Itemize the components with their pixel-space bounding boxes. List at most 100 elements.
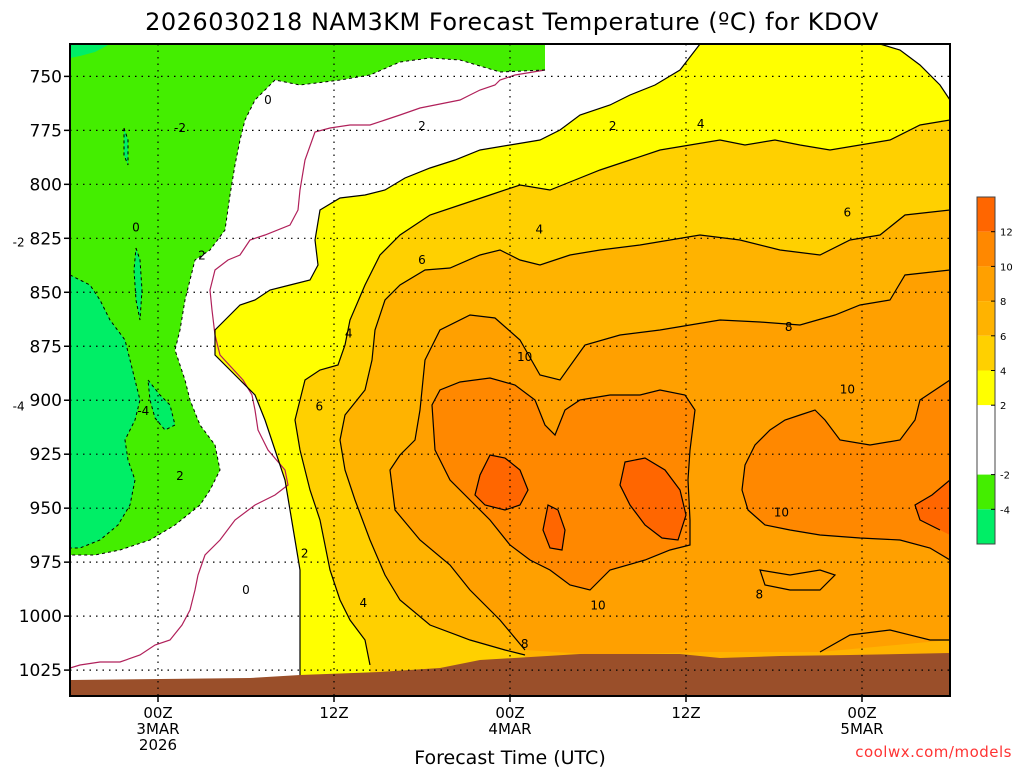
x-tick-label: 3MAR (136, 720, 179, 738)
contour-label: 2 (198, 249, 206, 263)
colorbar-swatch (977, 231, 995, 267)
contour-6 (339, 209, 950, 656)
band-minus6-minus4-left (70, 275, 140, 548)
contour-label: 6 (316, 400, 324, 414)
contour-label: 10 (590, 598, 605, 612)
colorbar-swatch (977, 474, 995, 510)
band-minus6-minus4-top (70, 44, 110, 58)
contour-lines (70, 44, 950, 680)
y-tick-label: 875 (30, 337, 62, 357)
contour-label: 0 (242, 583, 250, 597)
colorbar-tick-label: 12 (1000, 228, 1013, 239)
colorbar-tick-label: 2 (1000, 401, 1006, 412)
temperature-field (70, 44, 950, 696)
contour-minus2 (70, 57, 546, 556)
chart-title: 2026030218 NAM3KM Forecast Temperature (… (145, 8, 879, 36)
contour-label: -4 (13, 400, 25, 414)
contour-label: 4 (536, 223, 544, 237)
contour-minus4-left (70, 274, 141, 549)
band-minus6-minus4-tiny (124, 128, 128, 165)
contour-label: 2 (418, 119, 426, 133)
y-tick-label: 775 (30, 121, 62, 141)
contour-12-a (474, 454, 529, 511)
contour-12-c (619, 457, 687, 541)
contour-12-b (542, 504, 566, 551)
x-tick-label: 00Z (847, 704, 876, 722)
band-10-12-east (742, 380, 950, 560)
y-tick-label: 975 (30, 553, 62, 573)
contour-label: -4 (137, 404, 149, 418)
contour-10 (431, 377, 696, 591)
contour-label: 8 (785, 320, 793, 334)
contour-0 (70, 69, 546, 669)
contour-label: 8 (521, 637, 529, 651)
contour-2-boundary (214, 44, 950, 680)
contour-label: 0 (264, 93, 272, 107)
contour-label: 2 (609, 119, 617, 133)
colorbar: 12 10 8 6 4 2 -2 -4 (976, 196, 1013, 545)
contour-label: 6 (418, 253, 426, 267)
colorbar-swatch (977, 405, 995, 475)
contour-label: 8 (756, 588, 764, 602)
y-tick-label: 925 (30, 445, 62, 465)
colorbar-swatch (977, 301, 995, 336)
contour-labels: 0 -2 2 2 4 0 -2 2 6 4 6 8 4 10 6 10 -4 -4 2 10 2 0 4 8 10 8 (13, 93, 855, 651)
colorbar-swatch (977, 197, 995, 232)
contour-10-east (741, 379, 950, 561)
band-minus2-2 (70, 44, 950, 696)
y-tick-label: 1025 (19, 661, 62, 681)
colorbar-tick-label: 4 (1000, 367, 1006, 378)
band-minus4-minus2 (70, 44, 545, 555)
band-12-14-c (620, 458, 686, 540)
colorbar-tick-label: -2 (1000, 471, 1010, 482)
contour-label: -2 (13, 236, 25, 250)
y-tick-label: 850 (30, 283, 62, 303)
x-axis-label: Forecast Time (UTC) (414, 747, 605, 768)
colorbar-tick-label: 8 (1000, 297, 1006, 308)
colorbar-tick-label: 6 (1000, 332, 1006, 343)
colorbar-tick-label: 10 (1000, 262, 1013, 273)
contour-minus4-tiny (123, 127, 129, 166)
y-tick-label: 800 (30, 175, 62, 195)
colorbar-swatch (977, 335, 995, 371)
contour-8-east-loop (759, 569, 837, 591)
x-tick-label: 12Z (319, 704, 348, 722)
y-tick-label: 1000 (19, 607, 62, 627)
x-tick-label: 00Z (143, 704, 172, 722)
y-tick-label: 750 (30, 67, 62, 87)
contour-label: 10 (517, 350, 532, 364)
contour-label: 0 (132, 221, 140, 235)
x-tick-label: 4MAR (488, 720, 531, 738)
contour-4 (294, 119, 950, 666)
contour-label: -2 (174, 121, 186, 135)
credit-text: coolwx.com/models (855, 743, 1012, 761)
y-tick-label: 900 (30, 391, 62, 411)
x-tick-label: 5MAR (840, 720, 883, 738)
contour-label: 2 (176, 469, 184, 483)
band-minus6-minus4-mid (148, 380, 175, 430)
x-tick-label: 12Z (671, 704, 700, 722)
band-12-14-a (475, 455, 528, 510)
y-tick-label: 950 (30, 499, 62, 519)
negative-contours (70, 57, 546, 556)
colorbar-swatch (977, 266, 995, 302)
x-tick-label: 2026 (139, 736, 177, 754)
colorbar-swatch (977, 509, 995, 544)
contour-12-d (914, 479, 950, 531)
contour-label: 4 (360, 596, 368, 610)
band-12-14-b (543, 505, 565, 550)
colorbar-swatch (977, 370, 995, 406)
contour-label: 10 (774, 505, 789, 519)
contour-label: 4 (697, 117, 705, 131)
time-gridlines (157, 44, 863, 696)
contour-minus4-strip (133, 247, 143, 321)
contour-label: 6 (844, 205, 852, 219)
contour-8 (389, 269, 950, 653)
y-axis: 750 775 800 825 850 875 900 925 950 975 1000 1025 (19, 67, 70, 681)
contour-label: 4 (345, 326, 353, 340)
colorbar-tick-label: -4 (1000, 505, 1010, 516)
contour-label: 10 (840, 382, 855, 396)
contour-label: 2 (301, 547, 309, 561)
y-tick-label: 825 (30, 229, 62, 249)
